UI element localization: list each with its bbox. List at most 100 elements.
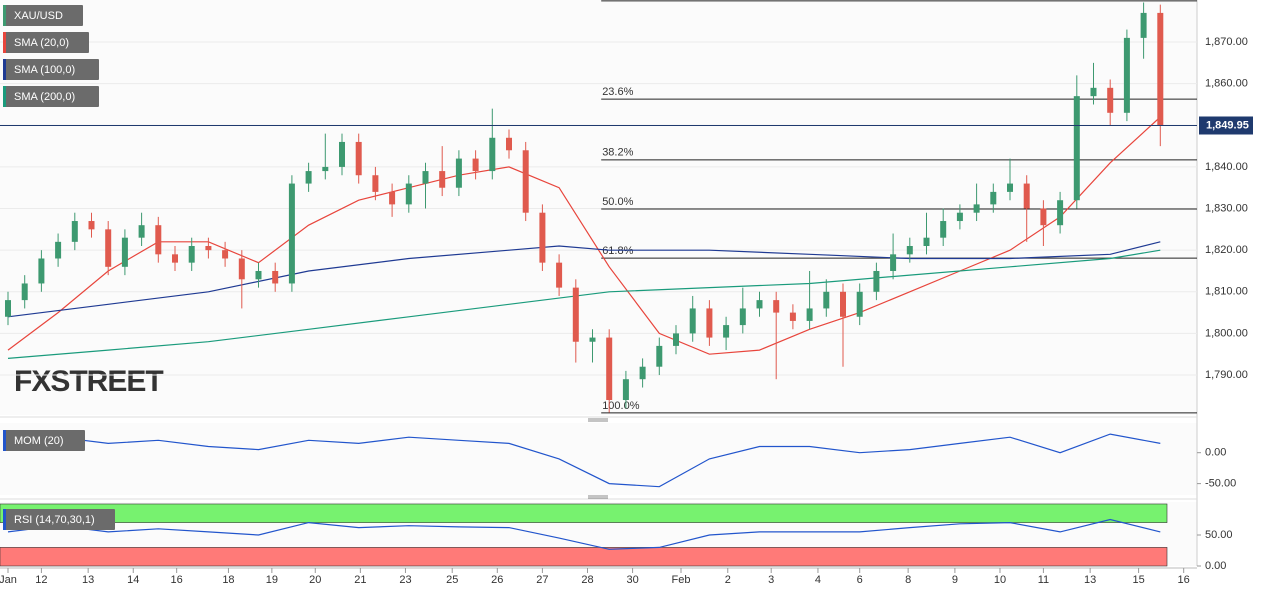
legend-swatch [3, 32, 6, 53]
y-tick-label: 1,830.00 [1205, 202, 1248, 214]
fib-label: 61.8% [602, 245, 633, 257]
x-tick-label: 19 [266, 574, 278, 586]
candle-body [255, 270, 262, 280]
fib-label: 100.0% [602, 400, 640, 412]
legend-swatch [3, 86, 6, 107]
candle-body [372, 175, 379, 192]
x-tick-label: 16 [171, 574, 183, 586]
candle-body [1157, 12, 1164, 126]
candle-body [806, 308, 813, 321]
fib-label: 50.0% [602, 196, 633, 208]
legend-swatch [3, 430, 6, 451]
y-tick-label: 1,790.00 [1205, 369, 1248, 381]
candle-body [1057, 200, 1064, 226]
zone-band [0, 503, 1168, 523]
candle-body [1023, 183, 1030, 209]
candle-body [489, 137, 496, 172]
x-tick-label: 8 [905, 574, 911, 586]
candle-body [956, 212, 963, 222]
x-tick-label: 25 [446, 574, 458, 586]
y-tick-label: 1,840.00 [1205, 161, 1248, 173]
candle-body [88, 221, 95, 230]
y-tick-label: -50.00 [1205, 478, 1236, 490]
y-tick-label: 1,810.00 [1205, 286, 1248, 298]
candle-body [673, 333, 679, 346]
x-tick-label: 13 [82, 574, 94, 586]
candle-body [990, 191, 997, 205]
legend-label: SMA (100,0) [14, 64, 75, 76]
candle-body [238, 258, 245, 280]
fib-label: 23.6% [602, 86, 633, 98]
candle-body [789, 312, 796, 321]
x-tick-label: 16 [1178, 574, 1190, 586]
candle-body [222, 250, 229, 259]
candle-body [339, 141, 345, 167]
candle-body [1140, 12, 1147, 38]
x-tick-label: 28 [581, 574, 593, 586]
candle-body [71, 221, 78, 242]
candle-body [622, 379, 629, 401]
y-tick-label: 1,800.00 [1205, 327, 1248, 339]
candle-body [923, 237, 930, 247]
candle-body [5, 300, 11, 317]
candle-body [723, 325, 730, 338]
candle-body [439, 171, 446, 188]
x-tick-label: 14 [127, 574, 139, 586]
y-tick-label: 1,860.00 [1205, 78, 1248, 90]
candle-body [422, 171, 429, 184]
legend-swatch [3, 509, 6, 530]
line-series [7, 241, 1161, 318]
x-tick-label: 23 [399, 574, 411, 586]
candle-body [656, 345, 663, 367]
candle-body [272, 270, 279, 284]
candle-body [572, 287, 579, 342]
x-tick-label: 26 [491, 574, 503, 586]
candle-body [639, 366, 646, 380]
candle-body [756, 300, 763, 309]
x-tick-label: 9 [952, 574, 958, 586]
candle-body [873, 270, 880, 292]
legend-box [3, 509, 115, 530]
candle-body [773, 300, 780, 313]
x-tick-label: 4 [815, 574, 821, 586]
candle-body [906, 246, 913, 255]
line-series [7, 116, 1161, 355]
last-price-label: 1,849.95 [1206, 119, 1249, 131]
legend-label: XAU/USD [14, 10, 63, 22]
candle-body [205, 246, 212, 251]
x-tick-label: 30 [626, 574, 638, 586]
candle-body [1107, 87, 1114, 113]
candle-body [21, 283, 28, 301]
x-tick-label: 21 [354, 574, 366, 586]
candle-body [606, 337, 613, 401]
candle-body [1007, 183, 1013, 192]
legend-box [3, 5, 83, 26]
x-tick-label: Jan [0, 574, 17, 586]
x-tick-label: 13 [1084, 574, 1096, 586]
candle-body [288, 183, 295, 284]
y-tick-label: 0.00 [1205, 560, 1226, 572]
candle-body [973, 204, 980, 213]
candle-body [55, 241, 62, 259]
candle-body [455, 158, 462, 188]
legend-label: RSI (14,70,30,1) [14, 514, 95, 526]
candle-body [188, 246, 195, 263]
candle-body [506, 137, 512, 151]
legend-swatch [3, 5, 6, 26]
x-tick-label: 12 [35, 574, 47, 586]
candle-body [856, 291, 863, 317]
candle-body [1123, 37, 1130, 113]
line-series [7, 518, 1161, 550]
x-tick-label: Feb [672, 574, 691, 586]
x-tick-label: 10 [994, 574, 1006, 586]
candle-body [472, 158, 479, 172]
candle-body [1090, 87, 1097, 97]
x-tick-label: 18 [222, 574, 234, 586]
line-series [7, 433, 1161, 488]
candle-body [539, 212, 546, 263]
candle-body [940, 221, 947, 238]
candle-body [38, 258, 45, 284]
y-tick-label: 1,820.00 [1205, 244, 1248, 256]
candle-body [706, 308, 713, 338]
x-tick-label: 2 [725, 574, 731, 586]
